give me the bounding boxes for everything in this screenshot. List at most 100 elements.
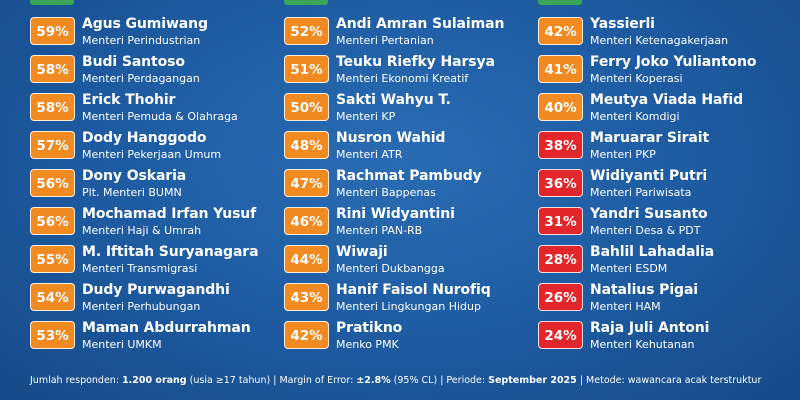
minister-role: Menteri Pertanian bbox=[336, 34, 434, 47]
minister-name: Maman Abdurrahman bbox=[82, 320, 251, 336]
minister-role: Menteri KP bbox=[336, 110, 396, 123]
minister-row: 40% Meutya Viada Hafid Menteri Komdigi bbox=[538, 92, 783, 131]
minister-name: Budi Santoso bbox=[82, 54, 185, 70]
score-badge: 31% bbox=[538, 207, 583, 235]
minister-row: 55% M. Iftitah Suryanagara Menteri Transmi… bbox=[30, 244, 275, 283]
minister-role: Menteri Perhubungan bbox=[82, 300, 201, 313]
separator: | bbox=[273, 375, 277, 386]
score-badge: 51% bbox=[284, 55, 329, 83]
score-badge: 26% bbox=[538, 283, 583, 311]
minister-name: Wiwaji bbox=[336, 244, 388, 260]
minister-row: 51% Teuku Riefky Harsya Menteri Ekonomi Kr… bbox=[284, 54, 529, 93]
minister-row: 56% Mochamad Irfan Yusuf Menteri Haji & Um… bbox=[30, 206, 275, 245]
minister-name: Dudy Purwagandhi bbox=[82, 282, 230, 298]
minister-row: 52% Andi Amran Sulaiman Menteri Pertanian bbox=[284, 16, 529, 55]
minister-name: Sakti Wahyu T. bbox=[336, 92, 451, 108]
minister-row: 31% Yandri Susanto Menteri Desa & PDT bbox=[538, 206, 783, 245]
score-badge: 36% bbox=[538, 169, 583, 197]
minister-row: 57% Dody Hanggodo Menteri Pekerjaan Umum bbox=[30, 130, 275, 169]
score-badge: 54% bbox=[30, 283, 75, 311]
minister-role: Menteri Pariwisata bbox=[590, 186, 692, 199]
score-badge: 46% bbox=[284, 207, 329, 235]
minister-role: Menteri Ekonomi Kreatif bbox=[336, 72, 469, 85]
score-badge: 48% bbox=[284, 131, 329, 159]
minister-row: 44% Wiwaji Menteri Dukbangga bbox=[284, 244, 529, 283]
label: Margin of Error: bbox=[279, 375, 354, 386]
separator: | bbox=[579, 375, 584, 386]
minister-role: Menteri ATR bbox=[336, 148, 403, 161]
minister-role: Menteri Lingkungan Hidup bbox=[336, 300, 481, 313]
minister-row: 58% Erick Thohir Menteri Pemuda & Olahraga bbox=[30, 92, 275, 131]
minister-name: Yassierli bbox=[590, 16, 655, 32]
minister-role: Menteri Pekerjaan Umum bbox=[82, 148, 222, 161]
decor-bar bbox=[30, 0, 74, 5]
minister-name: Pratikno bbox=[336, 320, 403, 336]
minister-name: Dony Oskaria bbox=[82, 168, 187, 184]
minister-role: Menteri Perindustrian bbox=[82, 34, 201, 47]
minister-row: 53% Maman Abdurrahman Menteri UMKM bbox=[30, 320, 275, 359]
minister-name: Agus Gumiwang bbox=[82, 16, 208, 32]
minister-row: 41% Ferry Joko Yuliantono Menteri Koperasi bbox=[538, 54, 783, 93]
score-badge: 55% bbox=[30, 245, 75, 273]
minister-role: Menko PMK bbox=[336, 338, 399, 351]
minister-name: Erick Thohir bbox=[82, 92, 176, 108]
decor-bar bbox=[538, 0, 582, 5]
score-badge: 41% bbox=[538, 55, 583, 83]
minister-name: Maruarar Sirait bbox=[590, 130, 710, 146]
minister-row: 48% Nusron Wahid Menteri ATR bbox=[284, 130, 529, 169]
minister-role: Menteri Haji & Umrah bbox=[82, 224, 202, 237]
score-badge: 52% bbox=[284, 17, 329, 45]
column: 42% Yassierli Menteri Ketenagakerjaan 41% Fe… bbox=[538, 16, 783, 359]
label: Periode: bbox=[446, 375, 486, 386]
minister-role: Menteri PAN-RB bbox=[336, 224, 423, 237]
score-badge: 42% bbox=[284, 321, 329, 349]
minister-row: 50% Sakti Wahyu T. Menteri KP bbox=[284, 92, 529, 131]
minister-role: Menteri Komdigi bbox=[590, 110, 680, 123]
minister-name: Dody Hanggodo bbox=[82, 130, 207, 146]
footer: Jumlah responden: 1.200 orang (usia ≥17 … bbox=[30, 375, 761, 386]
label: Jumlah responden: bbox=[30, 375, 120, 386]
value: 1.200 orang bbox=[122, 375, 187, 386]
minister-name: Natalius Pigai bbox=[590, 282, 699, 298]
note: (usia ≥17 tahun) bbox=[189, 375, 271, 386]
minister-name: Widiyanti Putri bbox=[590, 168, 708, 184]
minister-role: Menteri PKP bbox=[590, 148, 656, 161]
minister-name: Meutya Viada Hafid bbox=[590, 92, 743, 108]
minister-name: Ferry Joko Yuliantono bbox=[590, 54, 757, 70]
column: 59% Agus Gumiwang Menteri Perindustrian 58%… bbox=[30, 16, 275, 359]
minister-row: 42% Yassierli Menteri Ketenagakerjaan bbox=[538, 16, 783, 55]
minister-row: 36% Widiyanti Putri Menteri Pariwisata bbox=[538, 168, 783, 207]
separator: | bbox=[440, 375, 444, 386]
minister-name: Yandri Susanto bbox=[590, 206, 708, 222]
value: ±2.8% bbox=[356, 375, 391, 386]
score-badge: 28% bbox=[538, 245, 583, 273]
score-badge: 50% bbox=[284, 93, 329, 121]
minister-name: Mochamad Irfan Yusuf bbox=[82, 206, 257, 222]
minister-row: 56% Dony Oskaria Plt. Menteri BUMN bbox=[30, 168, 275, 207]
minister-role: Menteri UMKM bbox=[82, 338, 162, 351]
score-badge: 58% bbox=[30, 55, 75, 83]
score-badge: 57% bbox=[30, 131, 75, 159]
score-badge: 47% bbox=[284, 169, 329, 197]
minister-role: Menteri HAM bbox=[590, 300, 661, 313]
minister-name: Rini Widyantini bbox=[336, 206, 455, 222]
score-badge: 42% bbox=[538, 17, 583, 45]
minister-role: Menteri Kehutanan bbox=[590, 338, 695, 351]
value: wawancara acak terstruktur bbox=[627, 375, 762, 386]
minister-name: Raja Juli Antoni bbox=[590, 320, 710, 336]
note: (95% CL) bbox=[393, 375, 438, 386]
score-badge: 44% bbox=[284, 245, 329, 273]
score-badge: 56% bbox=[30, 169, 75, 197]
minister-row: 59% Agus Gumiwang Menteri Perindustrian bbox=[30, 16, 275, 55]
minister-row: 42% Pratikno Menko PMK bbox=[284, 320, 529, 359]
minister-name: Nusron Wahid bbox=[336, 130, 446, 146]
minister-name: Andi Amran Sulaiman bbox=[336, 16, 505, 32]
minister-row: 43% Hanif Faisol Nurofiq Menteri Lingkunga… bbox=[284, 282, 529, 321]
minister-role: Menteri Dukbangga bbox=[336, 262, 445, 275]
minister-row: 24% Raja Juli Antoni Menteri Kehutanan bbox=[538, 320, 783, 359]
value: September 2025 bbox=[488, 375, 577, 386]
minister-row: 47% Rachmat Pambudy Menteri Bappenas bbox=[284, 168, 529, 207]
minister-name: M. Iftitah Suryanagara bbox=[82, 244, 259, 260]
minister-role: Menteri Ketenagakerjaan bbox=[590, 34, 729, 47]
minister-name: Hanif Faisol Nurofiq bbox=[336, 282, 491, 298]
